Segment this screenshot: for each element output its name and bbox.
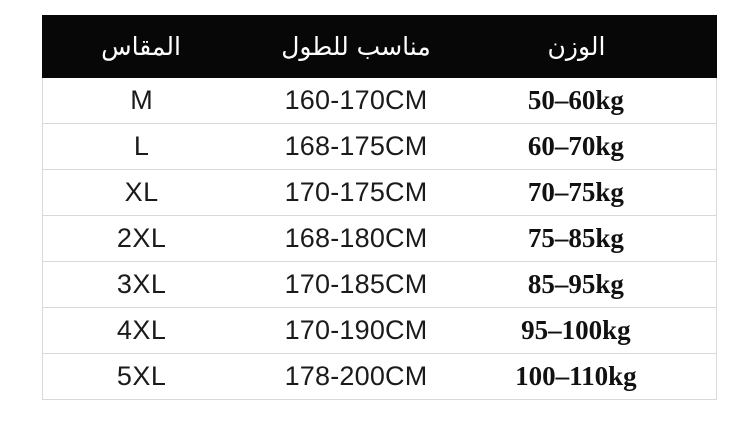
column-header-height: مناسب للطول [281,32,431,61]
size-cell: M [130,85,154,115]
height-cell: 178-200CM [284,361,428,391]
table-row: 2XL 168-180CM 75–85kg [43,216,716,262]
size-cell: L [133,131,150,161]
weight-cell: 95–100kg [521,315,631,345]
size-cell: 3XL [116,269,167,299]
height-cell: 168-180CM [284,223,428,253]
table-row: 3XL 170-185CM 85–95kg [43,262,716,308]
table-row: XL 170-175CM 70–75kg [43,170,716,216]
size-cell: XL [124,177,159,207]
weight-cell: 100–110kg [515,361,637,391]
column-header-size: المقاس [101,32,181,61]
size-cell: 5XL [116,361,167,391]
table-body: M 160-170CM 50–60kg L 168-175CM 60–70kg … [42,78,717,400]
size-cell: 2XL [116,223,167,253]
weight-cell: 85–95kg [527,269,624,299]
weight-cell: 75–85kg [527,223,624,253]
table-row: 5XL 178-200CM 100–110kg [43,354,716,400]
weight-cell: 70–75kg [527,177,624,207]
table-row: L 168-175CM 60–70kg [43,124,716,170]
height-cell: 160-170CM [284,85,428,115]
height-cell: 170-190CM [284,315,428,345]
size-chart-table: المقاس مناسب للطول الوزن M 160-170CM 50–… [42,15,717,400]
height-cell: 170-175CM [284,177,428,207]
column-header-weight: الوزن [547,32,606,61]
table-row: M 160-170CM 50–60kg [43,78,716,124]
weight-cell: 60–70kg [527,131,624,161]
weight-cell: 50–60kg [527,85,624,115]
table-header-row: المقاس مناسب للطول الوزن [42,15,717,78]
height-cell: 170-185CM [284,269,428,299]
size-cell: 4XL [116,315,167,345]
height-cell: 168-175CM [284,131,428,161]
table-row: 4XL 170-190CM 95–100kg [43,308,716,354]
